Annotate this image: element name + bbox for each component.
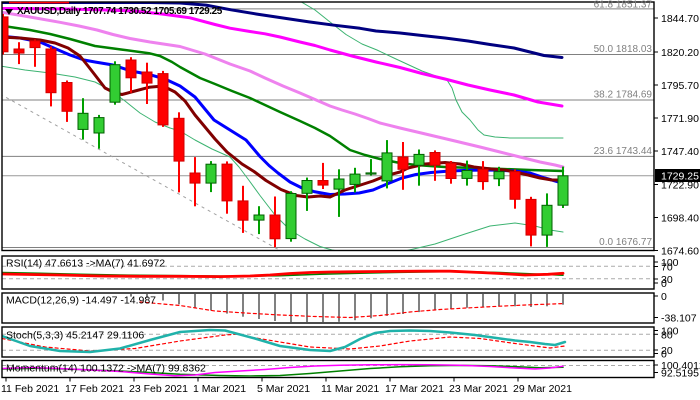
svg-text:1722.90: 1722.90 (661, 180, 699, 192)
svg-text:100: 100 (661, 326, 679, 338)
svg-text:17 Mar 2021: 17 Mar 2021 (385, 383, 444, 395)
svg-text:1729.25: 1729.25 (661, 171, 699, 183)
svg-text:MACD(12,26,9) -14.497 -14.987: MACD(12,26,9) -14.497 -14.987 (6, 295, 156, 307)
svg-text:92.5195: 92.5195 (661, 368, 699, 380)
svg-text:100.4012: 100.4012 (661, 360, 700, 372)
svg-text:0.0 1676.77: 0.0 1676.77 (599, 237, 652, 248)
svg-text:1698.40: 1698.40 (661, 213, 699, 225)
svg-text:1674.60: 1674.60 (661, 246, 699, 258)
svg-text:17 Feb 2021: 17 Feb 2021 (65, 383, 124, 395)
svg-text:5 Mar 2021: 5 Mar 2021 (257, 383, 310, 395)
svg-text:1820.20: 1820.20 (661, 47, 699, 59)
svg-text:Stoch(5,3,3) 45.2147 29.1106: Stoch(5,3,3) 45.2147 29.1106 (6, 330, 144, 342)
svg-text:38.2 1784.69: 38.2 1784.69 (594, 90, 653, 101)
svg-text:1747.40: 1747.40 (661, 146, 699, 158)
svg-text:20: 20 (661, 345, 673, 357)
svg-text:80: 80 (661, 329, 673, 341)
svg-text:23 Mar 2021: 23 Mar 2021 (449, 383, 508, 395)
svg-text:0: 0 (661, 291, 667, 303)
svg-text:50.0 1818.03: 50.0 1818.03 (594, 44, 653, 55)
svg-text:1795.70: 1795.70 (661, 80, 699, 92)
svg-text:11 Feb 2021: 11 Feb 2021 (1, 383, 59, 395)
svg-text:30: 30 (661, 274, 673, 286)
svg-text:29 Mar 2021: 29 Mar 2021 (513, 383, 572, 395)
svg-text:Momentum(14) 100.1372 ->MA(7): Momentum(14) 100.1372 ->MA(7) 99.8362 (6, 363, 206, 375)
svg-text:RSI(14) 47.6613 ->MA(7) 41.69: RSI(14) 47.6613 ->MA(7) 41.6972 (6, 258, 165, 270)
svg-text:0: 0 (661, 349, 667, 361)
svg-text:1 Mar 2021: 1 Mar 2021 (193, 383, 246, 395)
svg-text:-38.107: -38.107 (661, 313, 697, 325)
svg-text:XAUUSD,Daily 1707.74 1730.52: XAUUSD,Daily 1707.74 1730.52 1705.69 172… (17, 6, 223, 17)
svg-text:1844.70: 1844.70 (661, 13, 699, 25)
svg-text:0: 0 (661, 278, 667, 290)
svg-text:100: 100 (661, 257, 679, 269)
svg-text:1771.90: 1771.90 (661, 113, 699, 125)
svg-text:23.6 1743.44: 23.6 1743.44 (594, 146, 653, 157)
svg-text:61.8 1851.37: 61.8 1851.37 (594, 0, 653, 11)
svg-text:23 Feb 2021: 23 Feb 2021 (129, 383, 188, 395)
svg-text:70: 70 (661, 262, 673, 274)
svg-text:11 Mar 2021: 11 Mar 2021 (321, 383, 379, 395)
